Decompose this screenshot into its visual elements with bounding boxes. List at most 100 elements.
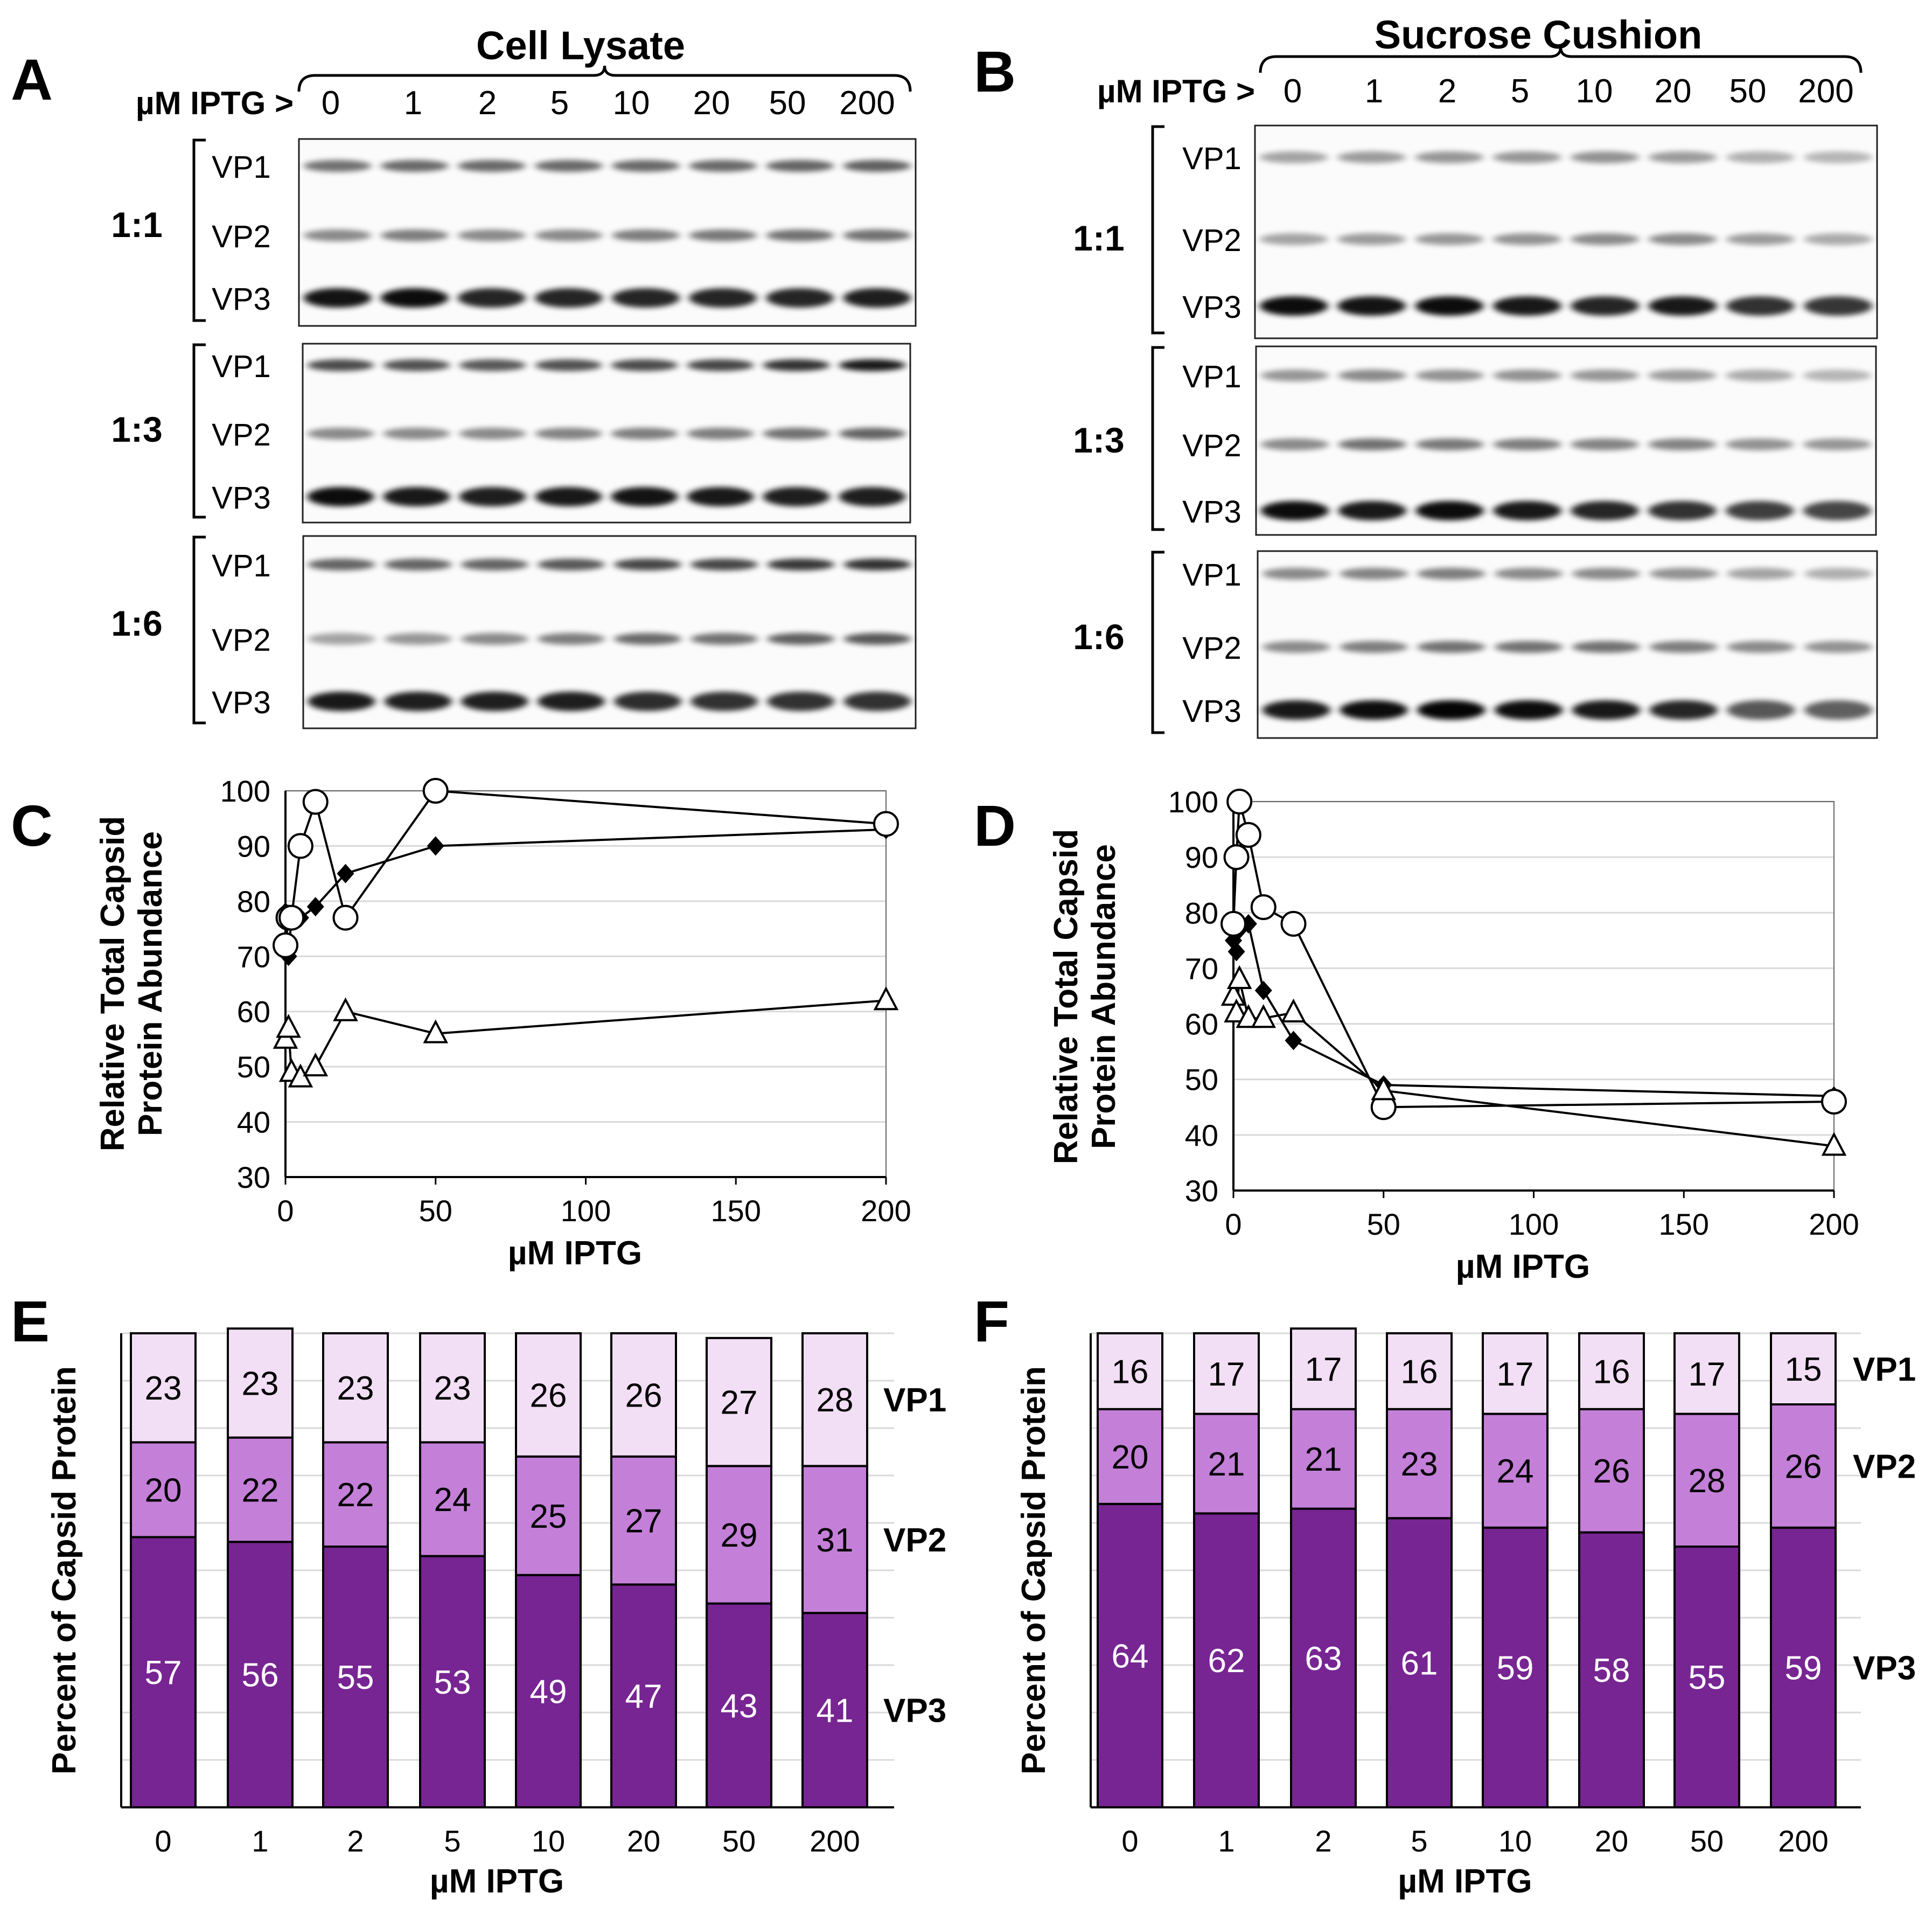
- data-label-vp2: 26: [1785, 1448, 1822, 1485]
- band-label-vp2: VP2: [1182, 223, 1241, 258]
- x-tick-label: 20: [1595, 1824, 1628, 1858]
- bar-segment-vp1: [706, 1337, 772, 1467]
- bar-segment-vp1: [1290, 1327, 1357, 1410]
- band-vp1: [383, 359, 450, 371]
- data-point-triangle: [1226, 965, 1252, 990]
- data-point-circle: [332, 904, 359, 931]
- data-label-vp2: 23: [1401, 1446, 1438, 1483]
- data-label-vp2: 20: [145, 1472, 182, 1509]
- band-vp2: [1571, 439, 1639, 450]
- blot-1-6: VP1 VP2 VP3 1:6: [111, 535, 917, 729]
- bar-segment-vp1: [130, 1332, 197, 1444]
- data-label-vp1: 28: [817, 1382, 854, 1419]
- band-vp2: [1417, 641, 1485, 653]
- band-vp2: [611, 428, 678, 440]
- data-point-triangle: [276, 1014, 301, 1038]
- data-point-circle: [1220, 910, 1246, 937]
- band-label-vp3: VP3: [1182, 290, 1241, 325]
- band-vp2: [1492, 233, 1561, 245]
- band-vp2: [1260, 439, 1329, 450]
- band-vp1: [687, 359, 754, 371]
- data-point-circle: [1226, 789, 1253, 815]
- lane-label-1: 1: [1365, 73, 1383, 110]
- band-vp1: [1415, 370, 1484, 381]
- band-vp2: [766, 229, 834, 241]
- band-label-vp3: VP3: [212, 282, 271, 317]
- band-vp3: [1494, 700, 1563, 720]
- band-vp2: [1338, 439, 1407, 450]
- band-vp2: [384, 633, 452, 645]
- band-vp1: [1649, 568, 1718, 580]
- band-vp2: [1337, 233, 1406, 245]
- band-vp3: [457, 288, 526, 308]
- band-vp3: [1571, 296, 1640, 316]
- x-axis-title: µM IPTG: [1398, 1863, 1532, 1900]
- ratio-label: 1:6: [111, 603, 162, 643]
- band-vp3: [380, 288, 449, 308]
- data-point-triangle: [423, 1019, 449, 1043]
- plot-area: [1233, 801, 1835, 1191]
- band-vp1: [1260, 370, 1329, 381]
- band-vp1: [1804, 151, 1873, 163]
- data-label-vp2: 24: [1497, 1453, 1534, 1490]
- data-point-circle: [302, 789, 329, 815]
- blot-1-3: VP1 VP2 VP3 1:3: [111, 343, 911, 524]
- band-label-vp1: VP1: [1182, 558, 1241, 593]
- data-point-diamond: [1227, 942, 1245, 962]
- band-vp2: [1725, 439, 1794, 450]
- band-vp3: [612, 288, 680, 308]
- band-vp1: [1262, 568, 1331, 580]
- band-vp3: [1804, 296, 1873, 316]
- y-tick-label: 80: [1185, 896, 1218, 930]
- bar-segment-vp1: [1578, 1332, 1645, 1410]
- band-vp1: [461, 559, 528, 570]
- data-label-vp3: 47: [625, 1678, 662, 1715]
- data-point-circle: [1223, 844, 1250, 871]
- x-axis-title: µM IPTG: [508, 1235, 642, 1272]
- band-vp3: [843, 288, 911, 308]
- band-vp3: [1804, 700, 1873, 720]
- band-vp3: [1648, 501, 1717, 520]
- data-label-vp2: 25: [530, 1498, 567, 1535]
- iptg-row-label: µM IPTG >: [136, 85, 294, 121]
- band-vp2: [1648, 233, 1717, 245]
- band-vp3: [1648, 296, 1717, 316]
- bar-segment-vp1: [1193, 1332, 1260, 1415]
- band-vp1: [1494, 568, 1563, 580]
- band-vp2: [383, 428, 450, 440]
- bar-segment-vp1: [610, 1332, 677, 1458]
- data-label-vp2: 26: [1593, 1453, 1630, 1490]
- band-vp2: [1493, 439, 1561, 450]
- band-vp3: [307, 487, 374, 506]
- band-vp3: [763, 487, 830, 506]
- band-vp2: [839, 428, 906, 440]
- blot-1-1: VP1 VP2 VP3 1:1: [111, 138, 917, 327]
- data-label-vp3: 63: [1305, 1640, 1342, 1678]
- bar-segment-vp1: [1673, 1332, 1740, 1415]
- ratio-bracket: [1151, 551, 1164, 734]
- band-vp1: [1648, 370, 1717, 381]
- bar-segment-vp2: [419, 1441, 486, 1557]
- blot-1-6: VP1 VP2 VP3 1:6: [1073, 550, 1878, 739]
- band-vp1: [534, 160, 603, 172]
- series-line-circle: [1232, 801, 1835, 1109]
- bar-segment-vp3: [1097, 1502, 1163, 1809]
- bar-segment-vp2: [130, 1441, 197, 1539]
- data-label-vp2: 21: [1305, 1441, 1342, 1478]
- band-label-vp3: VP3: [1182, 694, 1241, 729]
- band-vp2: [763, 428, 830, 440]
- y-tick-label: 50: [1185, 1063, 1218, 1097]
- x-tick-label: 2: [347, 1824, 364, 1858]
- panel-letter-D: D: [974, 793, 1016, 858]
- blot-1-1: VP1 VP2 VP3 1:1: [1073, 124, 1878, 339]
- band-vp2: [1262, 641, 1331, 653]
- band-vp3: [1727, 700, 1795, 720]
- lane-label-2: 2: [478, 85, 497, 122]
- band-vp2: [307, 428, 374, 440]
- band-vp1: [1415, 151, 1484, 163]
- bar-segment-vp2: [1097, 1408, 1163, 1505]
- band-vp1: [384, 559, 452, 570]
- band-vp2: [535, 428, 602, 440]
- data-point-circle: [1235, 822, 1261, 848]
- data-point-circle: [278, 904, 305, 931]
